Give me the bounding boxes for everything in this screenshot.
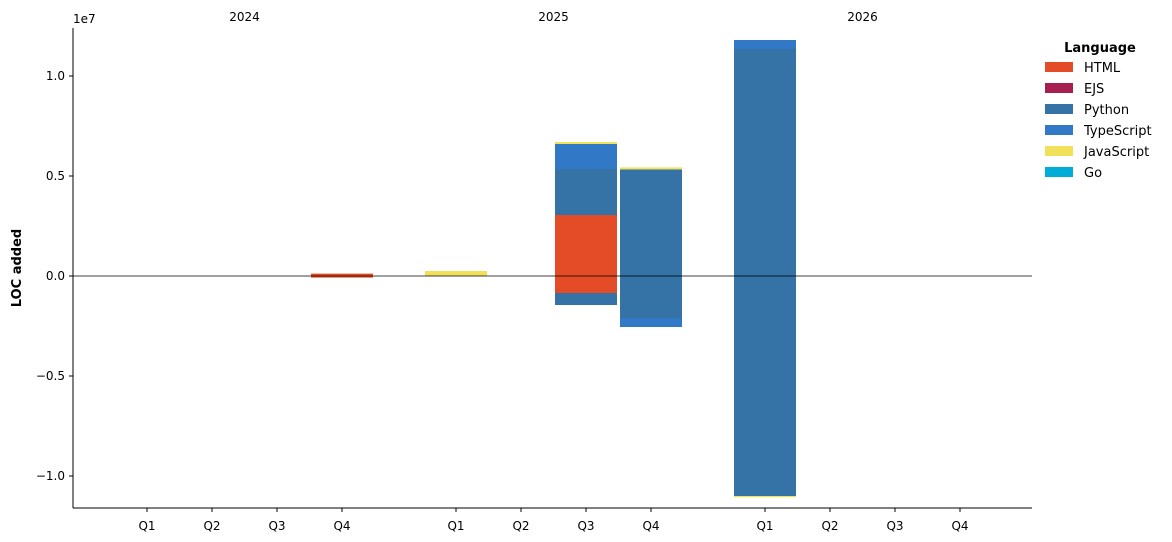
bar-javascript-2025-q4 — [620, 167, 682, 170]
x-tick-label: Q2 — [203, 519, 220, 533]
x-tick-label: Q4 — [333, 519, 350, 533]
legend: Language HTML EJS Python TypeScript JavaScri… — [1045, 41, 1152, 181]
y-tick-label: −0.5 — [36, 369, 65, 383]
year-label-2026: 2026 — [847, 10, 878, 24]
y-tick-label: 0.0 — [46, 269, 65, 283]
legend-swatch-ejs — [1045, 83, 1073, 93]
year-label-2025: 2025 — [538, 10, 569, 24]
bar-neg-python-2026-q1 — [734, 276, 796, 496]
y-tick-label: −1.0 — [36, 469, 65, 483]
axes-layer: −1.0 −0.5 0.0 0.5 1.0 Q1 Q2 Q3 Q4 2024 Q1 Q2 Q3 Q4 202… — [36, 10, 1032, 533]
legend-label-html: HTML — [1084, 61, 1121, 76]
bar-neg-html-2024-q4 — [311, 276, 373, 278]
y-scale-label: 1e7 — [73, 12, 96, 26]
x-tick-label: Q2 — [512, 519, 529, 533]
legend-label-javascript: JavaScript — [1083, 145, 1149, 160]
legend-label-ejs: EJS — [1084, 82, 1104, 97]
bars-layer — [311, 40, 796, 498]
bar-typescript-2025-q3 — [555, 144, 617, 169]
bar-javascript-2025-q1 — [425, 271, 487, 276]
x-tick-label: Q1 — [756, 519, 773, 533]
y-tick-label: 1.0 — [46, 69, 65, 83]
bar-neg-typescript-2025-q4 — [620, 318, 682, 327]
x-tick-label: Q4 — [642, 519, 659, 533]
x-tick-label: Q3 — [268, 519, 285, 533]
legend-label-typescript: TypeScript — [1083, 124, 1152, 139]
legend-swatch-javascript — [1045, 146, 1073, 156]
y-tick-label: 0.5 — [46, 169, 65, 183]
x-tick-label: Q1 — [447, 519, 464, 533]
x-tick-label: Q4 — [951, 519, 968, 533]
x-tick-label: Q1 — [138, 519, 155, 533]
x-tick-label: Q3 — [577, 519, 594, 533]
legend-label-go: Go — [1084, 166, 1102, 181]
y-axis-label: LOC added — [10, 229, 25, 307]
bar-javascript-2025-q3 — [555, 142, 617, 144]
bar-typescript-2026-q1 — [734, 40, 796, 49]
x-tick-label: Q3 — [886, 519, 903, 533]
bar-neg-python-2025-q4 — [620, 276, 682, 318]
bar-python-2026-q1 — [734, 49, 796, 276]
legend-swatch-typescript — [1045, 125, 1073, 135]
year-label-2024: 2024 — [229, 10, 260, 24]
legend-swatch-go — [1045, 167, 1073, 177]
bar-html-2025-q3 — [555, 215, 617, 276]
legend-swatch-html — [1045, 62, 1073, 72]
legend-title: Language — [1064, 41, 1136, 56]
x-tick-label: Q2 — [821, 519, 838, 533]
bar-python-2025-q4 — [620, 169, 682, 276]
bar-neg-python-2025-q3 — [555, 293, 617, 305]
bar-python-2025-q3 — [555, 169, 617, 215]
bar-neg-html-2025-q3 — [555, 276, 617, 293]
legend-swatch-python — [1045, 104, 1073, 114]
legend-label-python: Python — [1084, 103, 1129, 118]
bar-html-2024-q4 — [311, 273, 373, 276]
bar-neg-javascript-2026-q1 — [734, 496, 796, 498]
